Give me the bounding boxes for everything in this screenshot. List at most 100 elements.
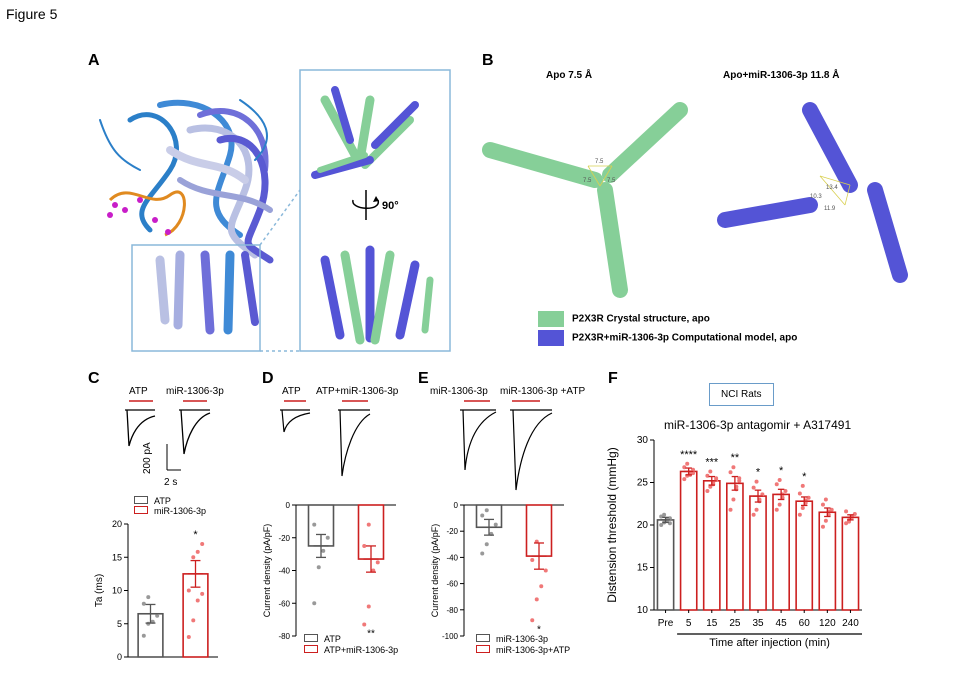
data-point — [667, 521, 672, 526]
chart-f: 10 15 20 25 30 Distension threshold (mmHg) Pre… — [605, 435, 862, 649]
data-point — [731, 497, 736, 502]
y-tick-label: 25 — [637, 478, 649, 489]
mir-dist-1: 13.4 — [826, 185, 838, 191]
data-point — [823, 518, 828, 523]
y-tick-label: 20 — [637, 520, 649, 531]
data-point — [783, 489, 788, 493]
trimer-ribbon — [99, 99, 274, 335]
data-point — [534, 597, 539, 602]
data-point — [312, 601, 317, 606]
treatment-label: miR-1306-3p antagomir + A317491 — [664, 418, 852, 432]
data-point — [146, 595, 151, 600]
data-point — [800, 506, 805, 510]
x-tick-label: 15 — [706, 618, 718, 629]
data-point — [751, 485, 756, 490]
significance-marker: * — [193, 529, 198, 541]
y-axis-label: Current density (pA/pF) — [430, 524, 440, 618]
data-point — [186, 588, 191, 593]
panel-b-label: B — [482, 52, 494, 69]
e-trace-mir-atp — [510, 409, 553, 491]
apo-distances — [587, 165, 613, 187]
data-point — [731, 465, 736, 470]
apo-dist-2: 7.5 — [583, 178, 592, 184]
data-point — [829, 507, 834, 512]
c-trace-mir — [179, 409, 211, 455]
data-point — [539, 584, 544, 589]
data-point — [366, 522, 371, 527]
y-tick-label: 5 — [117, 619, 122, 629]
y-tick-label: -40 — [278, 567, 290, 576]
data-point — [366, 604, 371, 609]
significance-marker: ** — [731, 452, 740, 464]
panel-d-label: D — [262, 370, 274, 387]
c-legend-2: miR-1306-3p — [134, 506, 206, 516]
y-tick-label: -60 — [446, 580, 458, 589]
bar — [795, 500, 814, 611]
c-legend-1: ATP — [134, 496, 171, 506]
data-point — [774, 507, 779, 512]
mir-dist-2: 10.3 — [810, 194, 822, 200]
data-point — [480, 551, 485, 556]
x-tick-label: 25 — [729, 618, 741, 629]
y-tick-label: -80 — [278, 632, 290, 640]
e-trace-label-1: miR-1306-3p — [430, 386, 488, 397]
apo-dist-1: 7.5 — [595, 159, 604, 165]
data-point — [691, 467, 696, 472]
data-point — [191, 618, 196, 623]
y-tick-label: 15 — [112, 552, 122, 562]
bar — [726, 482, 744, 611]
y-tick-label: -40 — [446, 553, 458, 562]
chart-e: -100 -80 -60 -40 -20 0 Current density (pA/pF)… — [430, 501, 564, 640]
rna-ligand — [107, 190, 186, 237]
panel-f-label: F — [608, 370, 618, 387]
x-tick-label: 240 — [842, 618, 859, 629]
bar — [772, 493, 790, 611]
x-tick-label: 120 — [819, 618, 836, 629]
y-axis-label: Ta (ms) — [94, 574, 105, 607]
c-trace-label-1: ATP — [129, 386, 148, 397]
y-tick-label: -20 — [278, 534, 290, 543]
d-legend-1: ATP — [304, 634, 341, 644]
y-tick-label: 15 — [637, 563, 649, 574]
data-point — [728, 507, 733, 512]
group-label-box: NCI Rats — [709, 383, 774, 406]
data-point — [195, 598, 200, 603]
data-point — [316, 565, 321, 570]
data-point — [375, 560, 380, 565]
y-tick-label: -100 — [442, 632, 459, 640]
apo-trimer-green — [482, 102, 688, 298]
y-tick-label: -20 — [446, 527, 458, 536]
y-axis-label: Current density (pA/pF) — [262, 524, 272, 618]
y-tick-label: 10 — [637, 605, 649, 616]
data-point — [195, 549, 200, 554]
e-trace-mir — [460, 409, 497, 471]
data-point — [708, 469, 713, 474]
legend-green-swatch — [538, 311, 564, 327]
y-tick-label: 20 — [112, 519, 122, 529]
x-tick-label: Pre — [658, 618, 674, 629]
data-point — [200, 541, 205, 546]
tm-highlight-box — [131, 244, 261, 352]
data-point — [493, 522, 498, 527]
x-tick-label: 45 — [776, 618, 788, 629]
data-point — [844, 521, 849, 526]
d-trace-label-1: ATP — [282, 386, 301, 397]
c-trace-label-2: miR-1306-3p — [166, 386, 224, 397]
data-point — [728, 470, 733, 475]
e-legend-2: miR-1306-3p+ATP — [476, 645, 570, 655]
data-point — [754, 507, 759, 512]
data-point — [708, 484, 713, 489]
data-point — [659, 523, 664, 527]
apo-title: Apo 7.5 Å — [546, 70, 593, 81]
bar — [749, 495, 767, 611]
bar — [656, 519, 675, 611]
data-point — [682, 465, 687, 470]
data-point — [186, 635, 191, 640]
c-scale-x: 2 s — [164, 477, 178, 488]
panel-a-structure: 90° — [99, 69, 451, 352]
data-point — [682, 477, 687, 482]
bar — [702, 479, 721, 611]
data-point — [754, 479, 759, 484]
c-trace-atp — [125, 409, 156, 447]
y-tick-label: 30 — [637, 435, 649, 446]
